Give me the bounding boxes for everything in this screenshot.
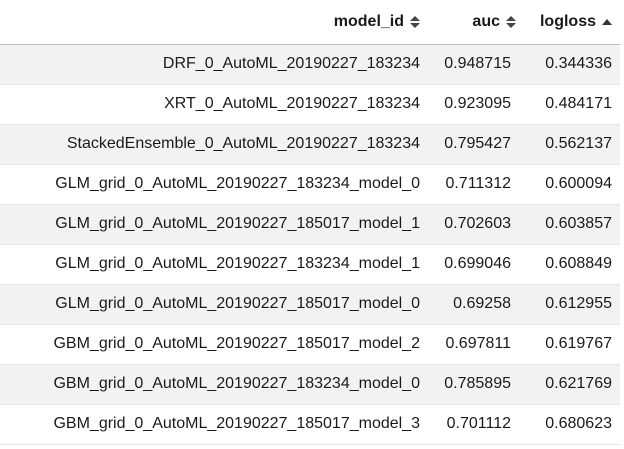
table-row: GLM_grid_0_AutoML_20190227_183234_model_… xyxy=(0,244,620,285)
auc-cell: 0.69258 xyxy=(428,284,520,325)
model-id-cell: DRF_0_AutoML_20190227_183234 xyxy=(0,44,428,85)
model-id-cell: GLM_grid_0_AutoML_20190227_183234_model_… xyxy=(0,164,428,205)
column-header-label: logloss xyxy=(539,12,596,30)
auc-cell: 0.923095 xyxy=(428,84,520,125)
table-row: GLM_grid_0_AutoML_20190227_185017_model_… xyxy=(0,204,620,245)
model-id-cell: GBM_grid_0_AutoML_20190227_183234_model_… xyxy=(0,364,428,405)
table-row: DRF_0_AutoML_20190227_183234 0.948715 0.34… xyxy=(0,44,620,85)
sort-both-icon[interactable] xyxy=(410,15,420,29)
model-id-cell: StackedEnsemble_0_AutoML_20190227_183234 xyxy=(0,124,428,165)
auc-cell: 0.711312 xyxy=(428,164,520,205)
logloss-cell: 0.600094 xyxy=(520,164,620,205)
auc-cell: 0.795427 xyxy=(428,124,520,165)
logloss-cell: 0.484171 xyxy=(520,84,620,125)
logloss-cell: 0.680623 xyxy=(520,404,620,445)
table-row: GLM_grid_0_AutoML_20190227_185017_model_… xyxy=(0,284,620,325)
table-row: StackedEnsemble_0_AutoML_20190227_183234… xyxy=(0,124,620,165)
model-id-cell: GBM_grid_0_AutoML_20190227_185017_model_… xyxy=(0,324,428,365)
header-row: model_id auc logloss xyxy=(0,0,620,45)
column-header-logloss[interactable]: logloss xyxy=(520,0,620,45)
model-id-cell: GLM_grid_0_AutoML_20190227_185017_model_… xyxy=(0,204,428,245)
sort-both-icon[interactable] xyxy=(506,15,516,29)
auc-cell: 0.948715 xyxy=(428,44,520,85)
column-header-model-id[interactable]: model_id xyxy=(0,0,428,45)
sort-ascending-icon[interactable] xyxy=(602,15,612,29)
logloss-cell: 0.603857 xyxy=(520,204,620,245)
column-header-label: model_id xyxy=(333,12,404,30)
logloss-cell: 0.562137 xyxy=(520,124,620,165)
auc-cell: 0.697811 xyxy=(428,324,520,365)
model-id-cell: GBM_grid_0_AutoML_20190227_185017_model_… xyxy=(0,404,428,445)
auc-cell: 0.702603 xyxy=(428,204,520,245)
model-id-cell: GLM_grid_0_AutoML_20190227_183234_model_… xyxy=(0,244,428,285)
model-id-cell: GLM_grid_0_AutoML_20190227_185017_model_… xyxy=(0,284,428,325)
auc-cell: 0.701112 xyxy=(428,404,520,445)
logloss-cell: 0.344336 xyxy=(520,44,620,85)
table-row: GBM_grid_0_AutoML_20190227_183234_model_… xyxy=(0,364,620,405)
auc-cell: 0.699046 xyxy=(428,244,520,285)
logloss-cell: 0.612955 xyxy=(520,284,620,325)
column-header-label: auc xyxy=(472,12,500,30)
table-row: GLM_grid_0_AutoML_20190227_183234_model_… xyxy=(0,164,620,205)
logloss-cell: 0.608849 xyxy=(520,244,620,285)
column-header-auc[interactable]: auc xyxy=(428,0,520,45)
table-row: GBM_grid_0_AutoML_20190227_185017_model_… xyxy=(0,404,620,445)
table-row: XRT_0_AutoML_20190227_183234 0.923095 0.48… xyxy=(0,84,620,125)
logloss-cell: 0.621769 xyxy=(520,364,620,405)
table-row: GBM_grid_0_AutoML_20190227_185017_model_… xyxy=(0,324,620,365)
logloss-cell: 0.619767 xyxy=(520,324,620,365)
auc-cell: 0.785895 xyxy=(428,364,520,405)
model-id-cell: XRT_0_AutoML_20190227_183234 xyxy=(0,84,428,125)
